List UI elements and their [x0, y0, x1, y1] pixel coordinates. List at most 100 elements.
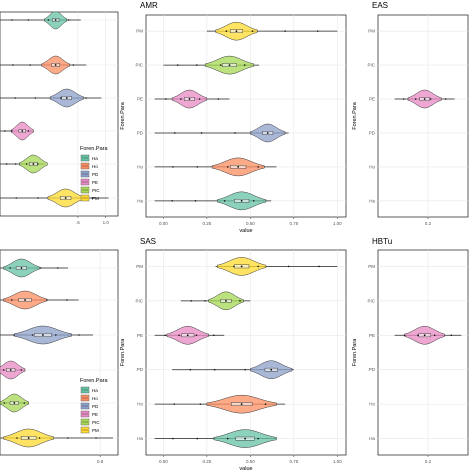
violin-layer [394, 89, 455, 109]
outlier-point [165, 98, 167, 100]
outlier-point [38, 437, 41, 439]
panel-frame [0, 11, 119, 217]
legend-label-pm: PM [92, 428, 99, 433]
y-axis-label: Foren.Para [120, 338, 126, 366]
outlier-point [233, 265, 235, 268]
violin-layer [0, 258, 113, 448]
y-tick-label: Ha [369, 198, 375, 203]
x-tick-label: 0.75 [289, 459, 298, 464]
outlier-point [257, 265, 259, 268]
outlier-point [2, 369, 5, 371]
y-tick-label: Ho [137, 164, 143, 169]
outlier-point [4, 130, 6, 132]
violin-median-pic [225, 299, 227, 302]
panel-frame [377, 249, 469, 456]
outlier-point [196, 64, 198, 66]
violin-median-ha [240, 199, 243, 202]
violin-median-ho [24, 299, 26, 301]
outlier-point [251, 30, 254, 32]
legend-label-ho: Ho [92, 396, 98, 401]
violin-median-pe [423, 334, 426, 337]
y-tick-label: PIC [367, 63, 375, 68]
x-tick-label: 0.8 [97, 459, 104, 464]
outlier-point [172, 437, 174, 440]
outlier-point [196, 166, 199, 168]
x-tick-label: .5 [76, 220, 80, 225]
y-tick-label: PE [137, 333, 143, 338]
outlier-point [257, 166, 259, 168]
y-tick-label: Ho [369, 402, 375, 407]
y-tick-label: Ha [137, 198, 143, 203]
outlier-point [257, 437, 259, 440]
outlier-point [414, 98, 417, 100]
x-tick-label: 0.25 [202, 459, 211, 464]
outlier-point [14, 97, 16, 99]
outlier-point [176, 64, 179, 66]
panel-unlabeled-0: .5 1.0 Foren.Para Ha Ho PD PE PIC PM [0, 11, 119, 225]
violin-median-pe [9, 369, 12, 371]
y-axis-label: Foren.Para [352, 338, 358, 366]
outlier-point [444, 98, 447, 100]
outlier-point [10, 130, 13, 132]
outlier-point [180, 98, 182, 100]
violin-median-pd [266, 132, 269, 134]
panel-title: HBTu [372, 237, 392, 246]
legend-label-ho: Ho [92, 164, 98, 169]
outlier-point [226, 437, 229, 440]
x-tick-label: 0.2 [425, 459, 432, 464]
y-tick-label: Ho [369, 164, 375, 169]
x-tick-label: 0.25 [202, 221, 211, 226]
outlier-point [316, 30, 319, 32]
violin-layer [154, 21, 338, 211]
violin-median-pic [13, 402, 16, 404]
x-tick-label: 1.0 [103, 220, 110, 225]
panel-hbtu: 0.2 PM PIC PE PD Ho Ha HBTu Foren.Para [352, 237, 469, 464]
y-tick-label: Ha [137, 436, 143, 441]
violin-median-pe [21, 130, 24, 132]
outlier-point [66, 299, 68, 301]
outlier-point [172, 166, 174, 168]
outlier-point [23, 402, 26, 404]
violin-median-pic [228, 64, 231, 66]
outlier-point [27, 19, 30, 21]
panel-amr: 0.00 0.25 0.50 0.75 1.00 PM PIC PE PD Ho Ha AMR valu… [120, 1, 347, 234]
legend-label-pd: PD [92, 404, 99, 409]
y-tick-label: Ho [137, 402, 143, 407]
outlier-point [225, 30, 228, 32]
outlier-point [9, 267, 11, 269]
outlier-point [239, 300, 241, 302]
outlier-point [196, 437, 199, 440]
violin-median-pic [32, 163, 35, 165]
legend-label-pic: PIC [92, 420, 100, 425]
outlier-point [450, 334, 453, 337]
outlier-point [5, 163, 8, 165]
y-tick-label: PIC [135, 63, 143, 68]
outlier-point [16, 437, 18, 439]
outlier-point [200, 132, 203, 134]
x-tick-label: 0.75 [289, 221, 298, 226]
outlier-point [67, 19, 70, 21]
outlier-point [164, 334, 166, 337]
outlier-point [318, 265, 320, 268]
panel-frame [145, 249, 347, 456]
outlier-point [85, 97, 87, 99]
x-tick-label: 0.50 [246, 459, 255, 464]
violin-median-ho [240, 403, 243, 406]
outlier-point [204, 300, 206, 302]
legend-label-pm: PM [92, 196, 99, 201]
y-tick-label: PE [369, 97, 375, 102]
outlier-point [15, 197, 18, 199]
outlier-point [171, 200, 173, 202]
y-axis-label: Foren.Para [352, 101, 358, 129]
legend-label-pic: PIC [92, 188, 100, 193]
outlier-point [189, 368, 192, 371]
outlier-point [195, 334, 198, 337]
outlier-point [95, 437, 97, 439]
violin-median-ho [237, 166, 240, 168]
x-tick-label: 0.2 [425, 221, 432, 226]
y-axis-label: Foren.Para [120, 101, 126, 129]
outlier-point [244, 368, 246, 371]
outlier-point [46, 299, 48, 301]
legend-label-ha: Ha [92, 388, 98, 393]
outlier-point [37, 197, 39, 199]
